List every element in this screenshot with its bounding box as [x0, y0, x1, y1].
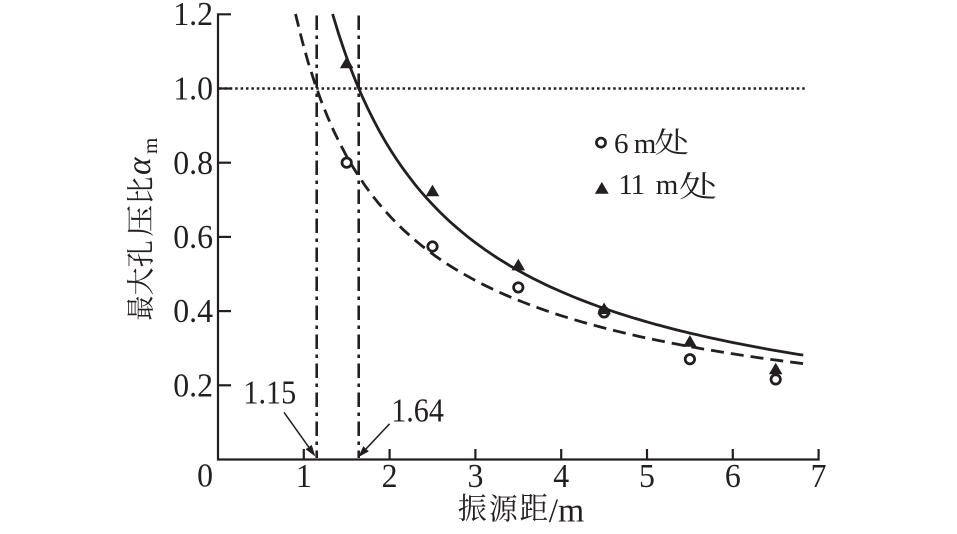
svg-text:2: 2: [382, 458, 398, 495]
svg-text:6: 6: [725, 458, 741, 495]
svg-text:4: 4: [553, 458, 569, 495]
svg-text:1.64: 1.64: [391, 392, 444, 429]
svg-text:m: m: [656, 169, 679, 201]
svg-text:α: α: [121, 156, 158, 175]
svg-text:0.2: 0.2: [173, 368, 213, 405]
svg-text:1: 1: [296, 458, 312, 495]
svg-text:6: 6: [614, 128, 629, 160]
svg-text:1.2: 1.2: [173, 0, 213, 33]
svg-text:/m: /m: [549, 493, 584, 530]
svg-text:m: m: [138, 138, 162, 154]
svg-text:3: 3: [467, 458, 483, 495]
svg-text:1.0: 1.0: [173, 71, 213, 108]
svg-text:1.15: 1.15: [243, 374, 296, 411]
svg-text:0.4: 0.4: [173, 293, 213, 330]
svg-text:0: 0: [197, 458, 213, 495]
svg-text:1: 1: [618, 169, 633, 201]
svg-text:5: 5: [639, 458, 655, 495]
svg-text:7: 7: [811, 458, 827, 495]
svg-text:0.6: 0.6: [173, 219, 213, 256]
svg-text:1: 1: [631, 169, 646, 201]
svg-text:m: m: [634, 128, 657, 160]
svg-text:0.8: 0.8: [173, 145, 213, 182]
